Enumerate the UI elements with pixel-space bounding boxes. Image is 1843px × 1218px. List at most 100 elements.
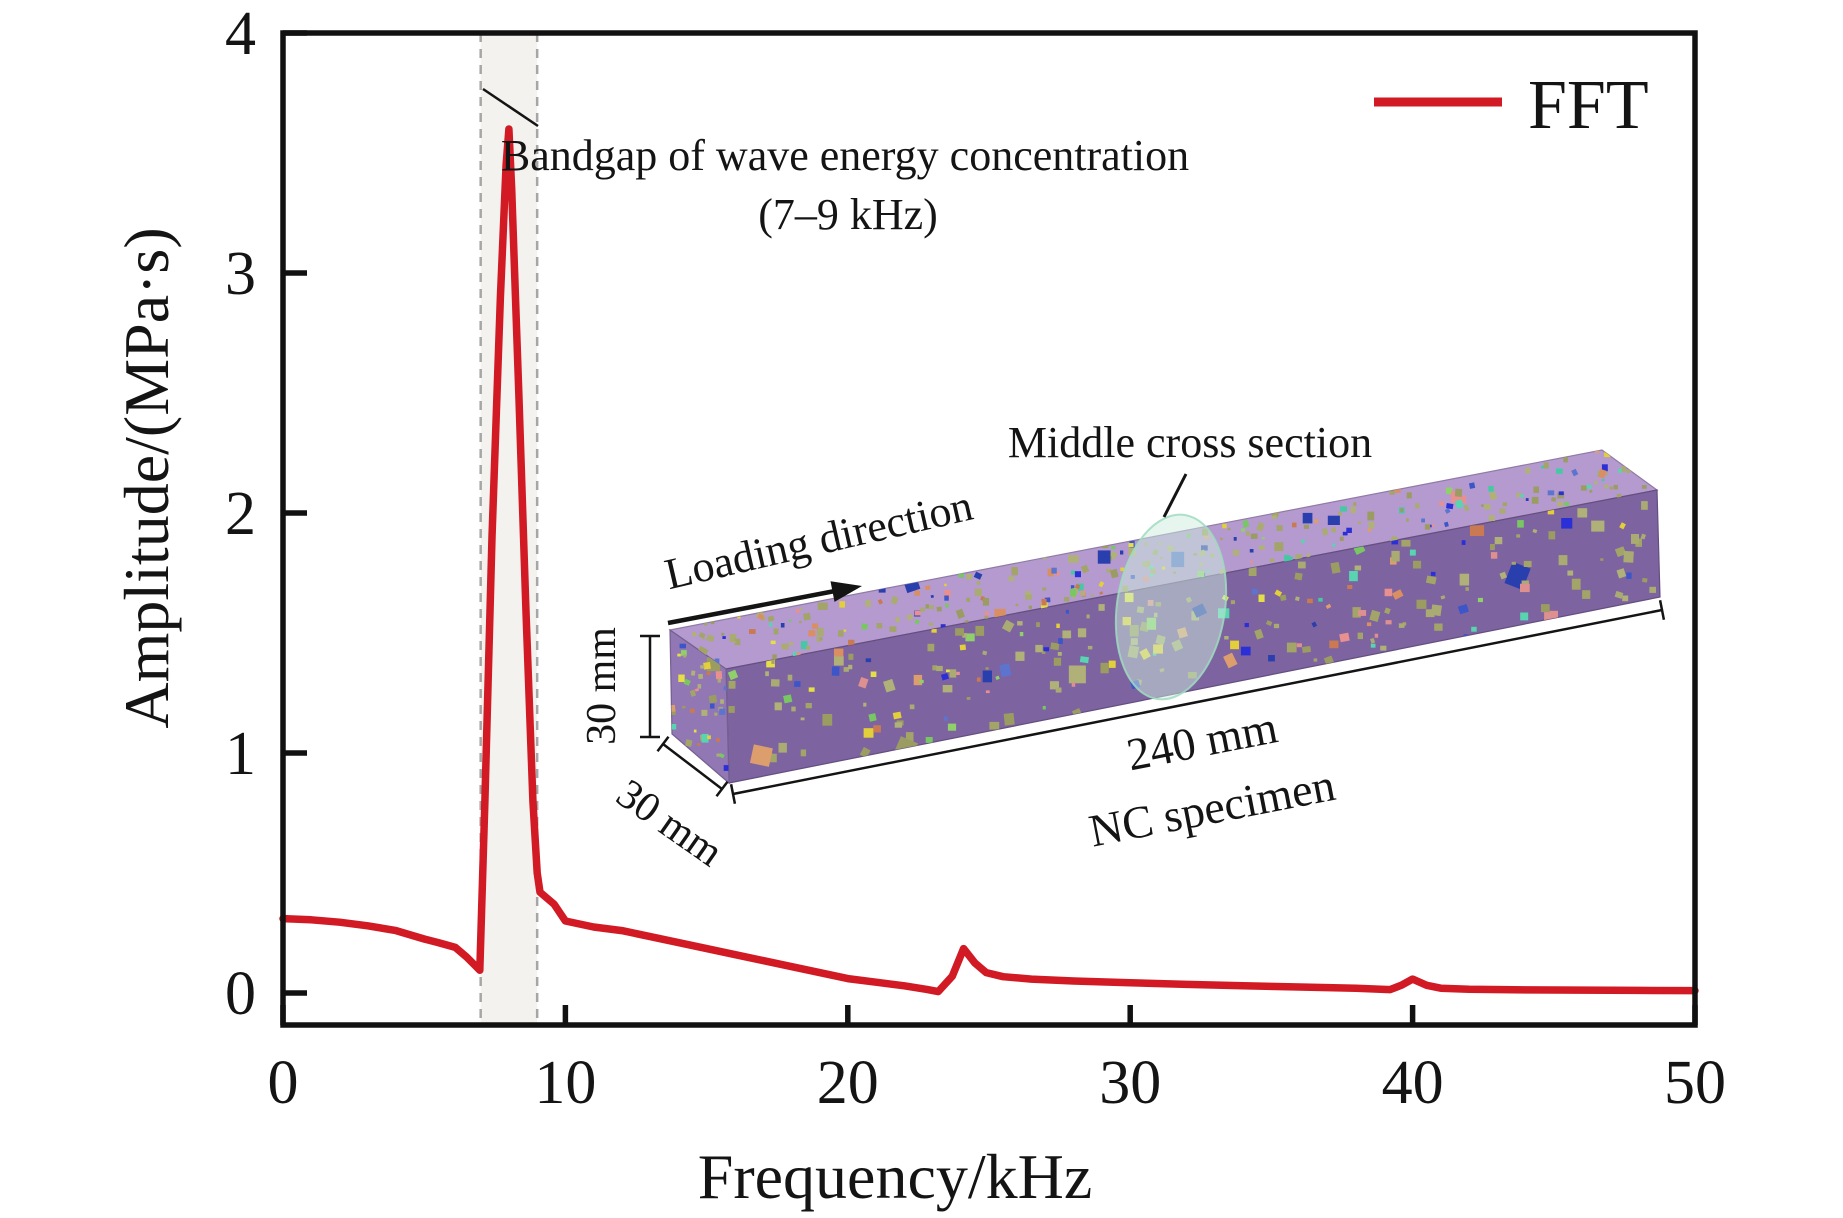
aggregate-speckle (1120, 567, 1125, 572)
aggregate-speckle (1330, 561, 1341, 574)
aggregate-speckle (1421, 518, 1425, 523)
aggregate-speckle (984, 615, 989, 619)
aggregate-speckle (1459, 573, 1470, 586)
aggregate-speckle (1295, 596, 1300, 601)
fft-curve (279, 125, 1699, 996)
aggregate-speckle (861, 623, 868, 631)
aggregate-speckle (965, 633, 975, 642)
aggregate-speckle (1520, 583, 1530, 593)
depth-dimension-line (656, 736, 729, 797)
aggregate-speckle (689, 708, 695, 713)
aggregate-speckle (1582, 590, 1591, 599)
aggregate-speckle (1269, 558, 1275, 562)
aggregate-speckle (958, 571, 964, 578)
aggregate-speckle (1641, 485, 1647, 489)
aggregate-speckle (1274, 542, 1284, 552)
aggregate-speckle (932, 665, 937, 671)
aggregate-speckle (1062, 630, 1072, 639)
aggregate-speckle (729, 634, 737, 642)
aggregate-speckle (925, 737, 933, 743)
aggregate-speckle (1047, 568, 1054, 577)
aggregate-speckle (1613, 484, 1618, 490)
aggregate-speckle (1248, 566, 1257, 576)
aggregate-speckle (706, 634, 715, 643)
bandgap-annotation-line1: Bandgap of wave energy concentration (501, 131, 1189, 180)
aggregate-speckle (982, 597, 989, 606)
aggregate-speckle (949, 669, 957, 678)
aggregate-speckle (989, 721, 1000, 730)
aggregate-speckle (1564, 501, 1570, 506)
aggregate-speckle (1603, 484, 1609, 489)
aggregate-speckle (1477, 597, 1483, 603)
aggregate-speckle (1455, 499, 1464, 509)
aggregate-speckle (1279, 594, 1287, 602)
aggregate-speckle (1025, 594, 1032, 600)
aggregate-speckle (1015, 651, 1025, 661)
aggregate-speckle (1406, 492, 1412, 499)
aggregate-speckle (1368, 521, 1375, 529)
aggregate-speckle (1340, 506, 1347, 512)
aggregate-speckle (716, 753, 721, 757)
aggregate-speckle (679, 643, 686, 649)
aggregate-speckle (959, 644, 967, 651)
aggregate-speckle (1532, 528, 1538, 534)
aggregate-speckle (1273, 623, 1280, 629)
aggregate-speckle (1577, 508, 1588, 518)
aggregate-speckle (1298, 561, 1306, 569)
aggregate-speckle (1516, 534, 1521, 538)
aggregate-speckle (721, 632, 725, 636)
aggregate-speckle (693, 729, 697, 733)
aggregate-speckle (1276, 525, 1283, 531)
aggregate-speckle (925, 604, 929, 609)
aggregate-speckle (890, 595, 899, 605)
aggregate-speckle (1003, 712, 1015, 726)
aggregate-speckle (1041, 598, 1047, 606)
aggregate-speckle (1367, 511, 1375, 521)
aggregate-speckle (778, 742, 787, 753)
aggregate-speckle (1098, 604, 1105, 611)
aggregate-speckle (728, 680, 736, 689)
aggregate-speckle (1354, 565, 1362, 571)
aggregate-speckle (1488, 515, 1495, 521)
aggregate-speckle (769, 622, 773, 627)
aggregate-speckle (1520, 612, 1529, 621)
aggregate-speckle (1068, 665, 1086, 684)
aggregate-speckle (1558, 555, 1568, 566)
aggregate-speckle (1465, 587, 1469, 591)
aggregate-speckle (1070, 585, 1075, 589)
aggregate-speckle (1300, 539, 1306, 544)
aggregate-speckle (1261, 536, 1266, 540)
aggregate-speckle (1332, 543, 1336, 547)
aggregate-speckle (816, 627, 824, 637)
aggregate-speckle (690, 670, 696, 676)
aggregate-speckle (1307, 598, 1313, 604)
aggregate-speckle (1391, 550, 1400, 562)
aggregate-speckle (1241, 528, 1245, 532)
aggregate-speckle (681, 705, 686, 709)
aggregate-speckle (714, 658, 720, 664)
aggregate-speckle (694, 688, 700, 692)
aggregate-speckle (1268, 655, 1275, 662)
aggregate-speckle (906, 614, 914, 621)
aggregate-speckle (1551, 497, 1557, 502)
aggregate-speckle (701, 733, 709, 743)
aggregate-speckle (878, 585, 886, 593)
aggregate-speckle (698, 632, 706, 639)
aggregate-speckle (1525, 498, 1529, 501)
aggregate-speckle (848, 664, 853, 670)
aggregate-speckle (1490, 544, 1495, 551)
aggregate-speckle (691, 631, 697, 637)
aggregate-speckle (1557, 492, 1565, 499)
aggregate-speckle (715, 671, 723, 680)
aggregate-speckle (1058, 638, 1063, 644)
aggregate-speckle (819, 636, 823, 641)
aggregate-speckle (834, 656, 844, 666)
aggregate-speckle (1292, 522, 1297, 528)
aggregate-speckle (1618, 468, 1622, 473)
aggregate-speckle (1233, 549, 1240, 556)
aggregate-speckle (1331, 527, 1336, 533)
x-tick-label: 40 (1382, 1049, 1444, 1117)
aggregate-speckle (982, 650, 988, 656)
aggregate-speckle (1284, 554, 1290, 562)
aggregate-speckle (1631, 534, 1639, 544)
